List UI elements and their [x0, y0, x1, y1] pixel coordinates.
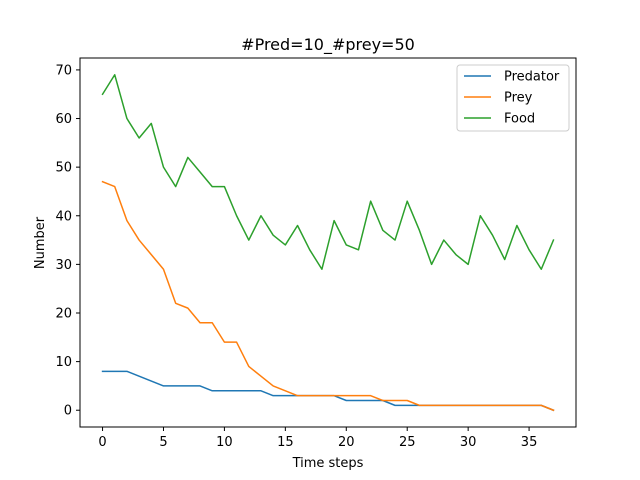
legend-label-predator: Predator — [504, 70, 560, 85]
legend-label-food: Food — [504, 112, 535, 127]
plot-area — [101, 74, 555, 412]
y-axis: 0 10 20 30 40 50 60 70 — [55, 63, 80, 419]
x-tick-label: 25 — [399, 435, 416, 450]
y-tick-label: 40 — [55, 209, 72, 224]
y-tick-label: 70 — [55, 63, 72, 78]
y-tick-label: 50 — [55, 161, 72, 176]
x-tick-label: 0 — [98, 435, 106, 450]
legend: Predator Prey Food — [456, 64, 570, 132]
y-tick-label: 0 — [64, 404, 72, 419]
y-tick-label: 30 — [55, 258, 72, 273]
legend-box — [456, 64, 570, 132]
series-line-predator — [101, 370, 555, 412]
x-tick-label: 5 — [159, 435, 167, 450]
x-axis-label: Time steps — [292, 456, 364, 471]
chart-title: #Pred=10_#prey=50 — [241, 35, 415, 55]
y-tick-label: 60 — [55, 112, 72, 127]
y-tick-label: 20 — [55, 306, 72, 321]
y-axis-label: Number — [33, 216, 48, 269]
series-line-food — [101, 74, 555, 270]
x-axis: 0 5 10 15 20 25 30 35 — [98, 427, 537, 450]
series-line-prey — [101, 180, 555, 412]
x-tick-label: 35 — [521, 435, 538, 450]
x-tick-label: 15 — [277, 435, 294, 450]
x-tick-label: 30 — [460, 435, 477, 450]
legend-label-prey: Prey — [504, 91, 533, 106]
plot-frame — [79, 57, 577, 428]
y-tick-label: 10 — [55, 355, 72, 370]
x-tick-label: 10 — [216, 435, 233, 450]
x-tick-label: 20 — [338, 435, 355, 450]
